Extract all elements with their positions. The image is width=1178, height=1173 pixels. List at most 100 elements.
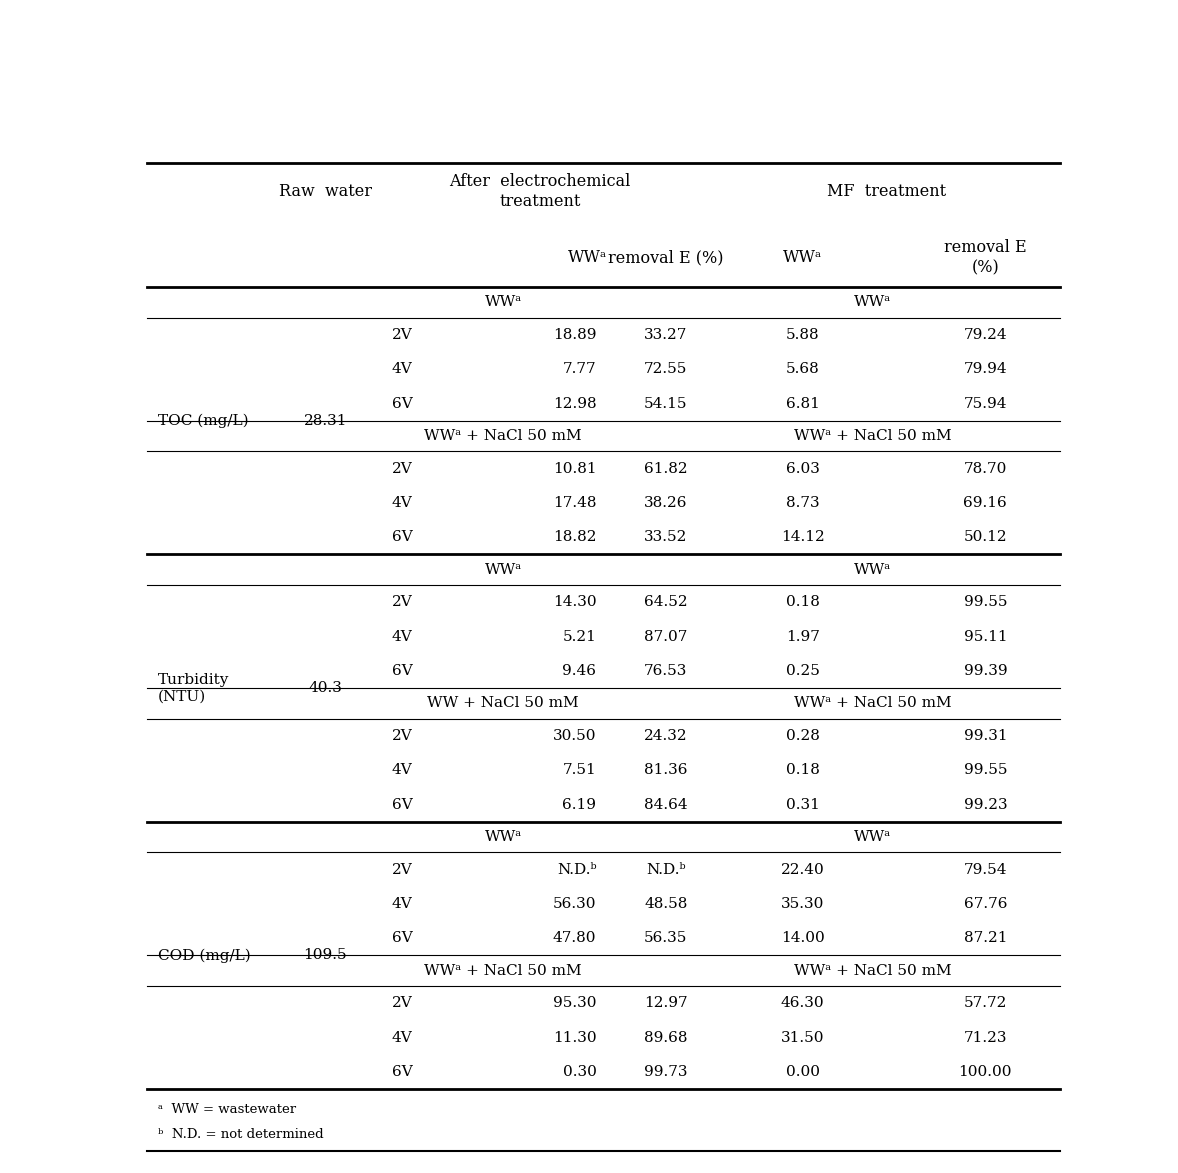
Text: 48.58: 48.58 <box>644 897 688 911</box>
Text: 38.26: 38.26 <box>644 496 688 510</box>
Text: 31.50: 31.50 <box>781 1031 825 1045</box>
Text: 50.12: 50.12 <box>964 530 1007 544</box>
Text: 64.52: 64.52 <box>644 596 688 609</box>
Text: 28.31: 28.31 <box>304 414 348 428</box>
Text: 79.94: 79.94 <box>964 362 1007 377</box>
Text: 87.07: 87.07 <box>644 630 688 644</box>
Text: 35.30: 35.30 <box>781 897 825 911</box>
Text: N.D.ᵇ: N.D.ᵇ <box>557 862 596 876</box>
Text: 79.24: 79.24 <box>964 328 1007 343</box>
Text: 2V: 2V <box>392 996 412 1010</box>
Text: 81.36: 81.36 <box>644 764 688 778</box>
Text: 4V: 4V <box>392 496 412 510</box>
Text: 14.12: 14.12 <box>781 530 825 544</box>
Text: 17.48: 17.48 <box>552 496 596 510</box>
Text: 8.73: 8.73 <box>786 496 820 510</box>
Text: 84.64: 84.64 <box>644 798 688 812</box>
Text: WWᵃ: WWᵃ <box>783 249 822 266</box>
Text: 46.30: 46.30 <box>781 996 825 1010</box>
Text: 57.72: 57.72 <box>964 996 1007 1010</box>
Text: 6V: 6V <box>392 798 412 812</box>
Text: 1.97: 1.97 <box>786 630 820 644</box>
Text: 0.25: 0.25 <box>786 664 820 678</box>
Text: WWᵃ: WWᵃ <box>854 563 892 577</box>
Text: WWᵃ + NaCl 50 mM: WWᵃ + NaCl 50 mM <box>794 697 952 711</box>
Text: TOC (mg/L): TOC (mg/L) <box>158 414 249 428</box>
Text: 2V: 2V <box>392 462 412 475</box>
Text: 4V: 4V <box>392 630 412 644</box>
Text: 18.82: 18.82 <box>552 530 596 544</box>
Text: WW + NaCl 50 mM: WW + NaCl 50 mM <box>428 697 580 711</box>
Text: 0.31: 0.31 <box>786 798 820 812</box>
Text: 76.53: 76.53 <box>644 664 688 678</box>
Text: 4V: 4V <box>392 1031 412 1045</box>
Text: 78.70: 78.70 <box>964 462 1007 475</box>
Text: 0.28: 0.28 <box>786 728 820 743</box>
Text: 72.55: 72.55 <box>644 362 688 377</box>
Text: 109.5: 109.5 <box>304 949 348 963</box>
Text: 6V: 6V <box>392 664 412 678</box>
Text: 4V: 4V <box>392 897 412 911</box>
Text: 99.31: 99.31 <box>964 728 1007 743</box>
Text: After  electrochemical
treatment: After electrochemical treatment <box>449 174 630 210</box>
Text: WWᵃ: WWᵃ <box>854 830 892 845</box>
Text: 99.39: 99.39 <box>964 664 1007 678</box>
Text: 99.55: 99.55 <box>964 596 1007 609</box>
Text: 7.51: 7.51 <box>563 764 596 778</box>
Text: WWᵃ: WWᵃ <box>484 296 522 310</box>
Text: 75.94: 75.94 <box>964 396 1007 411</box>
Text: 79.54: 79.54 <box>964 862 1007 876</box>
Text: 0.30: 0.30 <box>563 1065 596 1079</box>
Text: 54.15: 54.15 <box>644 396 688 411</box>
Text: 61.82: 61.82 <box>644 462 688 475</box>
Text: WWᵃ + NaCl 50 mM: WWᵃ + NaCl 50 mM <box>794 964 952 978</box>
Text: 2V: 2V <box>392 328 412 343</box>
Text: 10.81: 10.81 <box>552 462 596 475</box>
Text: 99.55: 99.55 <box>964 764 1007 778</box>
Text: 12.97: 12.97 <box>644 996 688 1010</box>
Text: 99.73: 99.73 <box>644 1065 688 1079</box>
Text: WWᵃ + NaCl 50 mM: WWᵃ + NaCl 50 mM <box>794 429 952 443</box>
Text: 95.30: 95.30 <box>552 996 596 1010</box>
Text: Turbidity
(NTU): Turbidity (NTU) <box>158 673 230 703</box>
Text: 71.23: 71.23 <box>964 1031 1007 1045</box>
Text: 14.00: 14.00 <box>781 931 825 945</box>
Text: 5.21: 5.21 <box>563 630 596 644</box>
Text: 6.81: 6.81 <box>786 396 820 411</box>
Text: 95.11: 95.11 <box>964 630 1007 644</box>
Text: 14.30: 14.30 <box>552 596 596 609</box>
Text: 11.30: 11.30 <box>552 1031 596 1045</box>
Text: 9.46: 9.46 <box>562 664 596 678</box>
Text: WWᵃ: WWᵃ <box>568 249 607 266</box>
Text: 6V: 6V <box>392 530 412 544</box>
Text: 56.30: 56.30 <box>552 897 596 911</box>
Text: 6.03: 6.03 <box>786 462 820 475</box>
Text: 6.19: 6.19 <box>562 798 596 812</box>
Text: WWᵃ: WWᵃ <box>854 296 892 310</box>
Text: 0.18: 0.18 <box>786 596 820 609</box>
Text: 4V: 4V <box>392 362 412 377</box>
Text: COD (mg/L): COD (mg/L) <box>158 948 251 963</box>
Text: 30.50: 30.50 <box>552 728 596 743</box>
Text: 6V: 6V <box>392 396 412 411</box>
Text: 18.89: 18.89 <box>552 328 596 343</box>
Text: 99.23: 99.23 <box>964 798 1007 812</box>
Text: removal E (%): removal E (%) <box>608 249 723 266</box>
Text: WWᵃ: WWᵃ <box>484 563 522 577</box>
Text: WWᵃ: WWᵃ <box>484 830 522 845</box>
Text: 89.68: 89.68 <box>644 1031 688 1045</box>
Text: 40.3: 40.3 <box>309 682 343 696</box>
Text: 2V: 2V <box>392 862 412 876</box>
Text: N.D.ᵇ: N.D.ᵇ <box>646 862 686 876</box>
Text: 69.16: 69.16 <box>964 496 1007 510</box>
Text: 5.68: 5.68 <box>786 362 820 377</box>
Text: 87.21: 87.21 <box>964 931 1007 945</box>
Text: ᵇ  N.D. = not determined: ᵇ N.D. = not determined <box>158 1127 324 1141</box>
Text: 2V: 2V <box>392 596 412 609</box>
Text: 2V: 2V <box>392 728 412 743</box>
Text: WWᵃ + NaCl 50 mM: WWᵃ + NaCl 50 mM <box>424 964 582 978</box>
Text: 67.76: 67.76 <box>964 897 1007 911</box>
Text: 0.18: 0.18 <box>786 764 820 778</box>
Text: 47.80: 47.80 <box>552 931 596 945</box>
Text: MF  treatment: MF treatment <box>827 183 946 199</box>
